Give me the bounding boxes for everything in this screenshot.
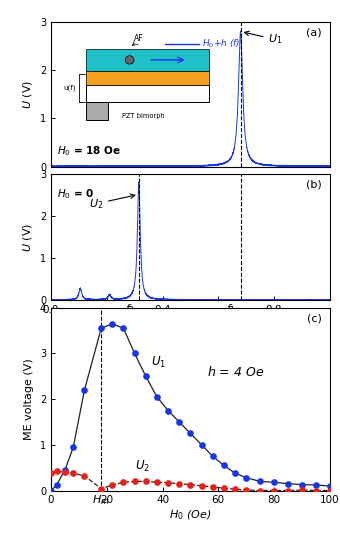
Text: $h$ = 4 Oe: $h$ = 4 Oe	[207, 365, 265, 379]
Text: (b): (b)	[306, 179, 321, 189]
Text: $f_2$: $f_2$	[124, 302, 135, 316]
X-axis label: $H_0$ (Oe): $H_0$ (Oe)	[169, 508, 211, 522]
Text: $U_1$: $U_1$	[151, 355, 167, 371]
Text: $U_2$: $U_2$	[89, 194, 135, 211]
Text: (a): (a)	[306, 28, 321, 38]
X-axis label: AC magnetic  field  frequency $f$ (kHz): AC magnetic field frequency $f$ (kHz)	[68, 320, 312, 338]
Text: $U_2$: $U_2$	[135, 459, 150, 474]
Text: $H_m$: $H_m$	[92, 493, 110, 507]
Text: (c): (c)	[307, 313, 321, 323]
Y-axis label: ME voltage (V): ME voltage (V)	[24, 358, 34, 440]
Text: $H_0$+$h$ ($f$): $H_0$+$h$ ($f$)	[202, 37, 240, 50]
Y-axis label: $U$ (V): $U$ (V)	[21, 80, 34, 109]
Text: $H_0$ = 18 Oe: $H_0$ = 18 Oe	[56, 144, 121, 158]
Text: $f_1$: $f_1$	[226, 302, 236, 316]
Y-axis label: $U$ (V): $U$ (V)	[21, 223, 34, 252]
Text: $U_1$: $U_1$	[244, 31, 283, 46]
Text: $H_0$ = 0: $H_0$ = 0	[56, 187, 94, 201]
